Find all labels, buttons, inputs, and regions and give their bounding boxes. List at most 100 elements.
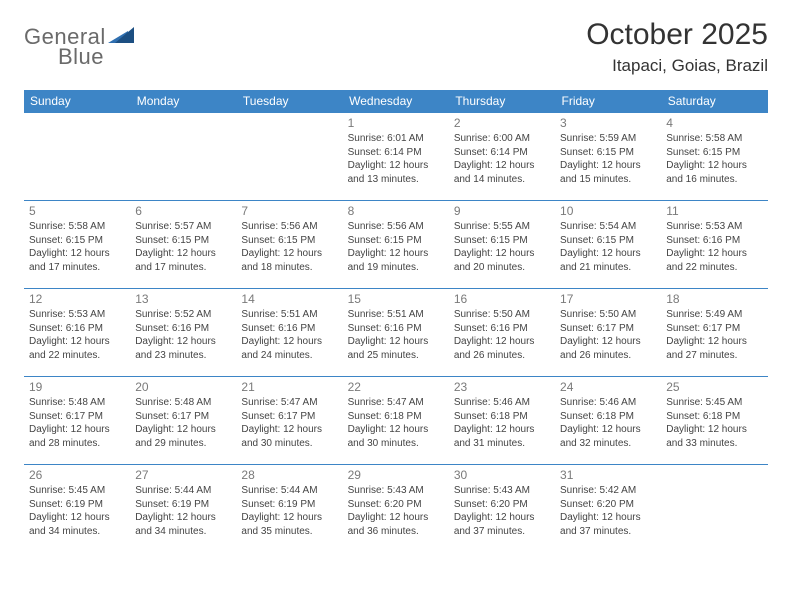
day-number: 31 bbox=[560, 468, 656, 482]
day-info: Sunrise: 5:59 AMSunset: 6:15 PMDaylight:… bbox=[560, 132, 656, 186]
calendar-day-cell: 7 Sunrise: 5:56 AMSunset: 6:15 PMDaylight… bbox=[236, 201, 342, 289]
day-number: 21 bbox=[241, 380, 337, 394]
day-info: Sunrise: 5:56 AMSunset: 6:15 PMDaylight:… bbox=[348, 220, 444, 274]
calendar-day-cell: 22 Sunrise: 5:47 AMSunset: 6:18 PMDayligh… bbox=[343, 377, 449, 465]
day-info: Sunrise: 5:47 AMSunset: 6:18 PMDaylight:… bbox=[348, 396, 444, 450]
day-number: 23 bbox=[454, 380, 550, 394]
day-number: 15 bbox=[348, 292, 444, 306]
brand-word2: Blue bbox=[26, 44, 104, 69]
calendar-day-cell: 30 Sunrise: 5:43 AMSunset: 6:20 PMDayligh… bbox=[449, 465, 555, 553]
calendar-table: SundayMondayTuesdayWednesdayThursdayFrid… bbox=[24, 90, 768, 553]
day-number: 5 bbox=[29, 204, 125, 218]
day-number: 14 bbox=[241, 292, 337, 306]
day-info: Sunrise: 5:42 AMSunset: 6:20 PMDaylight:… bbox=[560, 484, 656, 538]
calendar-day-cell: 15 Sunrise: 5:51 AMSunset: 6:16 PMDayligh… bbox=[343, 289, 449, 377]
day-info: Sunrise: 6:00 AMSunset: 6:14 PMDaylight:… bbox=[454, 132, 550, 186]
calendar-day-cell: 20 Sunrise: 5:48 AMSunset: 6:17 PMDayligh… bbox=[130, 377, 236, 465]
location-label: Itapaci, Goias, Brazil bbox=[586, 56, 768, 76]
day-info: Sunrise: 5:43 AMSunset: 6:20 PMDaylight:… bbox=[348, 484, 444, 538]
day-info: Sunrise: 5:46 AMSunset: 6:18 PMDaylight:… bbox=[560, 396, 656, 450]
calendar-day-cell: 4Sunrise: 5:58 AMSunset: 6:15 PMDaylight… bbox=[661, 113, 767, 201]
day-number: 2 bbox=[454, 116, 550, 130]
day-number: 26 bbox=[29, 468, 125, 482]
day-info: Sunrise: 5:51 AMSunset: 6:16 PMDaylight:… bbox=[348, 308, 444, 362]
day-number: 19 bbox=[29, 380, 125, 394]
day-number: 8 bbox=[348, 204, 444, 218]
day-info: Sunrise: 5:50 AMSunset: 6:16 PMDaylight:… bbox=[454, 308, 550, 362]
day-number: 20 bbox=[135, 380, 231, 394]
day-info: Sunrise: 5:54 AMSunset: 6:15 PMDaylight:… bbox=[560, 220, 656, 274]
day-number: 1 bbox=[348, 116, 444, 130]
calendar-week-row: 26Sunrise: 5:45 AMSunset: 6:19 PMDayligh… bbox=[24, 465, 768, 553]
header: General October 2025 Itapaci, Goias, Bra… bbox=[24, 18, 768, 76]
calendar-day-cell: 8 Sunrise: 5:56 AMSunset: 6:15 PMDaylight… bbox=[343, 201, 449, 289]
day-info: Sunrise: 5:45 AMSunset: 6:18 PMDaylight:… bbox=[666, 396, 762, 450]
day-info: Sunrise: 5:55 AMSunset: 6:15 PMDaylight:… bbox=[454, 220, 550, 274]
calendar-day-cell: 5 Sunrise: 5:58 AMSunset: 6:15 PMDaylight… bbox=[24, 201, 130, 289]
day-info: Sunrise: 5:48 AMSunset: 6:17 PMDaylight:… bbox=[135, 396, 231, 450]
calendar-day-cell: 16 Sunrise: 5:50 AMSunset: 6:16 PMDayligh… bbox=[449, 289, 555, 377]
weekday-header: Sunday bbox=[24, 90, 130, 113]
calendar-day-cell bbox=[236, 113, 342, 201]
day-info: Sunrise: 5:46 AMSunset: 6:18 PMDaylight:… bbox=[454, 396, 550, 450]
day-number: 7 bbox=[241, 204, 337, 218]
calendar-day-cell bbox=[661, 465, 767, 553]
day-info: Sunrise: 5:51 AMSunset: 6:16 PMDaylight:… bbox=[241, 308, 337, 362]
calendar-day-cell: 9 Sunrise: 5:55 AMSunset: 6:15 PMDaylight… bbox=[449, 201, 555, 289]
day-number: 11 bbox=[666, 204, 762, 218]
calendar-day-cell: 11 Sunrise: 5:53 AMSunset: 6:16 PMDayligh… bbox=[661, 201, 767, 289]
day-number: 29 bbox=[348, 468, 444, 482]
calendar-day-cell: 19 Sunrise: 5:48 AMSunset: 6:17 PMDayligh… bbox=[24, 377, 130, 465]
calendar-day-cell: 21Sunrise: 5:47 AMSunset: 6:17 PMDayligh… bbox=[236, 377, 342, 465]
calendar-day-cell: 14 Sunrise: 5:51 AMSunset: 6:16 PMDayligh… bbox=[236, 289, 342, 377]
calendar-week-row: 19 Sunrise: 5:48 AMSunset: 6:17 PMDayligh… bbox=[24, 377, 768, 465]
day-number: 10 bbox=[560, 204, 656, 218]
day-info: Sunrise: 5:52 AMSunset: 6:16 PMDaylight:… bbox=[135, 308, 231, 362]
day-number: 30 bbox=[454, 468, 550, 482]
day-number: 18 bbox=[666, 292, 762, 306]
day-info: Sunrise: 5:49 AMSunset: 6:17 PMDaylight:… bbox=[666, 308, 762, 362]
calendar-day-cell: 25 Sunrise: 5:45 AMSunset: 6:18 PMDayligh… bbox=[661, 377, 767, 465]
calendar-week-row: 5 Sunrise: 5:58 AMSunset: 6:15 PMDaylight… bbox=[24, 201, 768, 289]
calendar-day-cell: 10 Sunrise: 5:54 AMSunset: 6:15 PMDayligh… bbox=[555, 201, 661, 289]
calendar-week-row: 1 Sunrise: 6:01 AMSunset: 6:14 PMDaylight… bbox=[24, 113, 768, 201]
brand-word2-wrap: Blue bbox=[26, 44, 104, 70]
day-info: Sunrise: 5:43 AMSunset: 6:20 PMDaylight:… bbox=[454, 484, 550, 538]
day-info: Sunrise: 5:48 AMSunset: 6:17 PMDaylight:… bbox=[29, 396, 125, 450]
calendar-body: 1 Sunrise: 6:01 AMSunset: 6:14 PMDaylight… bbox=[24, 113, 768, 553]
day-info: Sunrise: 6:01 AMSunset: 6:14 PMDaylight:… bbox=[348, 132, 444, 186]
calendar-week-row: 12 Sunrise: 5:53 AMSunset: 6:16 PMDayligh… bbox=[24, 289, 768, 377]
calendar-day-cell: 17Sunrise: 5:50 AMSunset: 6:17 PMDayligh… bbox=[555, 289, 661, 377]
day-number: 27 bbox=[135, 468, 231, 482]
month-title: October 2025 bbox=[586, 18, 768, 52]
calendar-day-cell: 31 Sunrise: 5:42 AMSunset: 6:20 PMDayligh… bbox=[555, 465, 661, 553]
day-info: Sunrise: 5:58 AMSunset: 6:15 PMDaylight:… bbox=[29, 220, 125, 274]
day-number: 13 bbox=[135, 292, 231, 306]
calendar-day-cell: 26Sunrise: 5:45 AMSunset: 6:19 PMDayligh… bbox=[24, 465, 130, 553]
day-number: 24 bbox=[560, 380, 656, 394]
day-number: 25 bbox=[666, 380, 762, 394]
weekday-header: Thursday bbox=[449, 90, 555, 113]
brand-mark-icon bbox=[108, 25, 134, 50]
calendar-day-cell: 23 Sunrise: 5:46 AMSunset: 6:18 PMDayligh… bbox=[449, 377, 555, 465]
calendar-day-cell: 6Sunrise: 5:57 AMSunset: 6:15 PMDaylight… bbox=[130, 201, 236, 289]
day-info: Sunrise: 5:53 AMSunset: 6:16 PMDaylight:… bbox=[666, 220, 762, 274]
day-info: Sunrise: 5:56 AMSunset: 6:15 PMDaylight:… bbox=[241, 220, 337, 274]
day-info: Sunrise: 5:57 AMSunset: 6:15 PMDaylight:… bbox=[135, 220, 231, 274]
calendar-day-cell: 3Sunrise: 5:59 AMSunset: 6:15 PMDaylight… bbox=[555, 113, 661, 201]
day-number: 16 bbox=[454, 292, 550, 306]
weekday-header: Monday bbox=[130, 90, 236, 113]
day-number: 22 bbox=[348, 380, 444, 394]
weekday-header-row: SundayMondayTuesdayWednesdayThursdayFrid… bbox=[24, 90, 768, 113]
calendar-day-cell: 24 Sunrise: 5:46 AMSunset: 6:18 PMDayligh… bbox=[555, 377, 661, 465]
day-number: 12 bbox=[29, 292, 125, 306]
day-number: 28 bbox=[241, 468, 337, 482]
day-number: 4 bbox=[666, 116, 762, 130]
calendar-day-cell: 18 Sunrise: 5:49 AMSunset: 6:17 PMDayligh… bbox=[661, 289, 767, 377]
day-info: Sunrise: 5:53 AMSunset: 6:16 PMDaylight:… bbox=[29, 308, 125, 362]
day-number: 17 bbox=[560, 292, 656, 306]
day-info: Sunrise: 5:44 AMSunset: 6:19 PMDaylight:… bbox=[241, 484, 337, 538]
weekday-header: Wednesday bbox=[343, 90, 449, 113]
day-number: 9 bbox=[454, 204, 550, 218]
calendar-day-cell: 13 Sunrise: 5:52 AMSunset: 6:16 PMDayligh… bbox=[130, 289, 236, 377]
